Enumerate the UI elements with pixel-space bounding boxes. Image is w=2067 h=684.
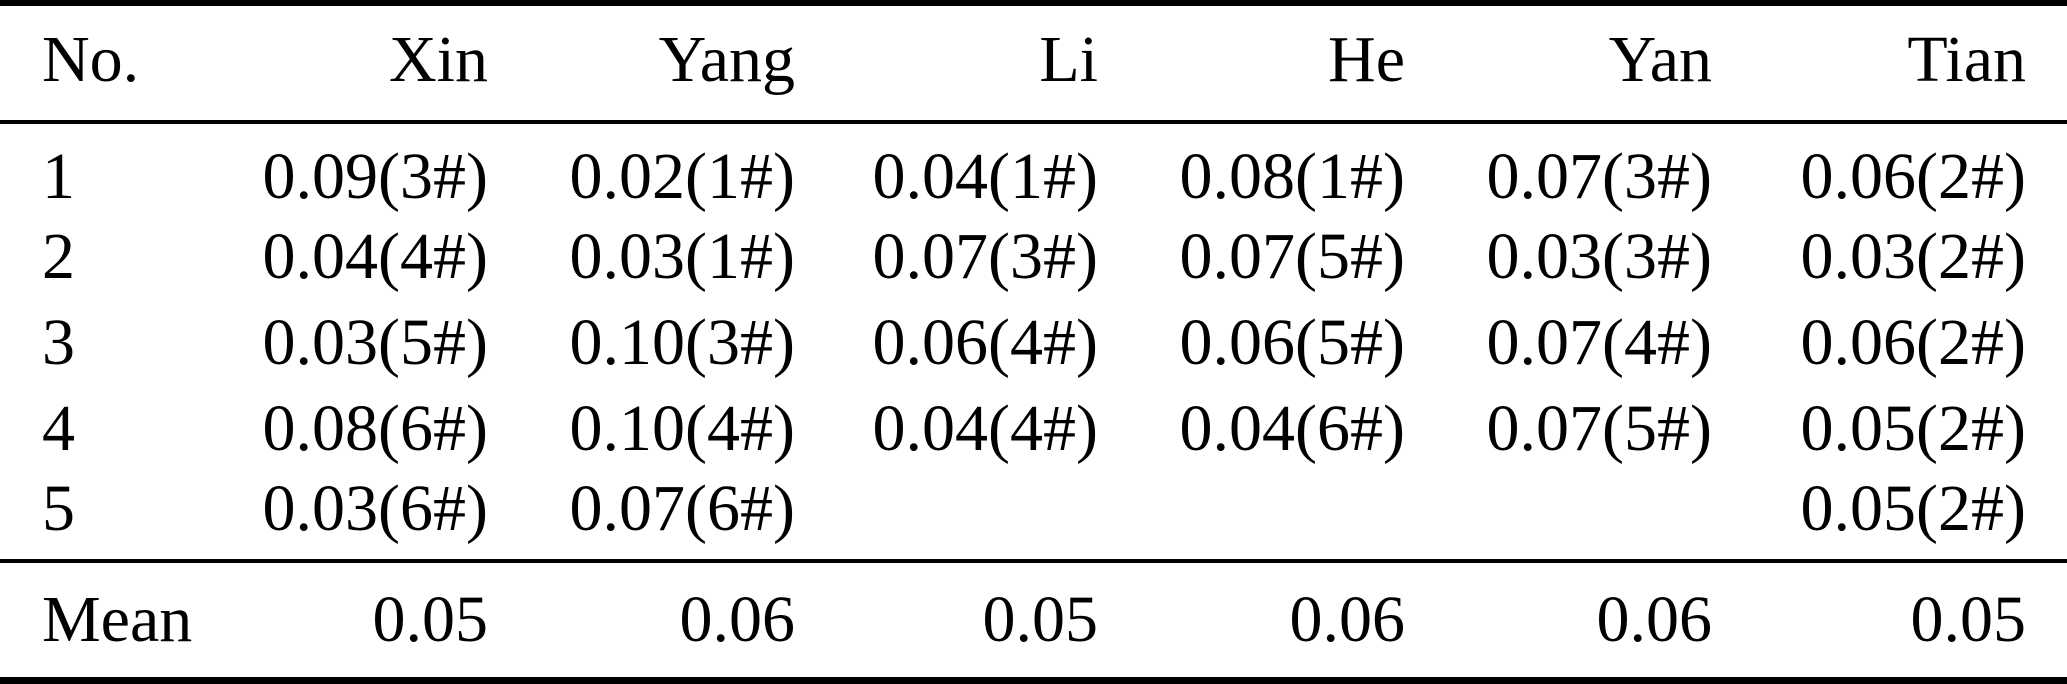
cell-li: 0.07(3#) <box>872 219 1098 293</box>
table-row: 5 0.03(6#) 0.07(6#) 0.05(2#) <box>0 472 2067 564</box>
cell-xin: 0.03(5#) <box>262 306 488 380</box>
cell-yang: 0.10(3#) <box>569 306 795 380</box>
cell-no: 2 <box>42 219 75 293</box>
cell-tian: 0.05(2#) <box>1800 392 2026 466</box>
cell-tian: 0.05(2#) <box>1712 472 2067 564</box>
cell-no: 4 <box>42 392 75 466</box>
mean-cell-li: 0.05 <box>982 583 1099 656</box>
cell-he: 0.08(1#) <box>1179 140 1405 214</box>
cell-yan: 0.07(3#) <box>1486 140 1712 214</box>
cell-yang: 0.10(4#) <box>569 392 795 466</box>
mean-cell-yan: 0.06 <box>1596 583 1713 656</box>
mean-label: Mean <box>42 583 193 656</box>
cell-he: 0.07(5#) <box>1179 219 1405 293</box>
mean-cell-he: 0.06 <box>1289 583 1406 656</box>
mean-cell-xin: 0.05 <box>372 583 489 656</box>
cell-tian: 0.06(2#) <box>1800 306 2026 380</box>
cell-yan <box>1405 472 1712 564</box>
table-row: 3 0.03(5#) 0.10(3#) 0.06(4#) 0.06(5#) 0.… <box>0 300 2067 386</box>
table-row: 2 0.04(4#) 0.03(1#) 0.07(3#) 0.07(5#) 0.… <box>0 214 2067 300</box>
cell-no: 3 <box>42 306 75 380</box>
column-header-li: Li <box>795 6 1098 124</box>
cell-li: 0.04(4#) <box>872 392 1098 466</box>
cell-no: 1 <box>42 140 75 214</box>
mean-cell-tian: 0.05 <box>1910 583 2027 656</box>
cell-xin: 0.04(4#) <box>262 219 488 293</box>
cell-no: 5 <box>0 472 250 564</box>
data-table: No. Xin Yang Li He Yan Tian 1 0.09(3#) 0… <box>0 6 2067 677</box>
cell-yan: 0.07(4#) <box>1486 306 1712 380</box>
column-header-tian: Tian <box>1712 6 2067 124</box>
mean-row: Mean 0.05 0.06 0.05 0.06 0.06 0.05 <box>0 561 2067 677</box>
header-row: No. Xin Yang Li He Yan Tian <box>0 6 2067 124</box>
column-header-xin: Xin <box>250 6 488 124</box>
cell-yan: 0.07(5#) <box>1486 392 1712 466</box>
cell-yan: 0.03(3#) <box>1486 219 1712 293</box>
table-row: 1 0.09(3#) 0.02(1#) 0.04(1#) 0.08(1#) 0.… <box>0 122 2067 214</box>
cell-he: 0.04(6#) <box>1179 392 1405 466</box>
cell-li <box>795 472 1098 564</box>
mean-cell-yang: 0.06 <box>679 583 796 656</box>
cell-yang: 0.02(1#) <box>569 140 795 214</box>
cell-tian: 0.06(2#) <box>1800 140 2026 214</box>
cell-xin: 0.08(6#) <box>262 392 488 466</box>
cell-li: 0.06(4#) <box>872 306 1098 380</box>
cell-yang: 0.03(1#) <box>569 219 795 293</box>
cell-xin: 0.03(6#) <box>250 472 488 564</box>
column-header-no: No. <box>0 6 250 124</box>
cell-he: 0.06(5#) <box>1179 306 1405 380</box>
table-row: 4 0.08(6#) 0.10(4#) 0.04(4#) 0.04(6#) 0.… <box>0 386 2067 472</box>
cell-li: 0.04(1#) <box>872 140 1098 214</box>
column-header-yang: Yang <box>488 6 795 124</box>
column-header-he: He <box>1098 6 1405 124</box>
cell-yang: 0.07(6#) <box>488 472 795 564</box>
column-header-yan: Yan <box>1405 6 1712 124</box>
cell-xin: 0.09(3#) <box>262 140 488 214</box>
cell-tian: 0.03(2#) <box>1800 219 2026 293</box>
cell-he <box>1098 472 1405 564</box>
